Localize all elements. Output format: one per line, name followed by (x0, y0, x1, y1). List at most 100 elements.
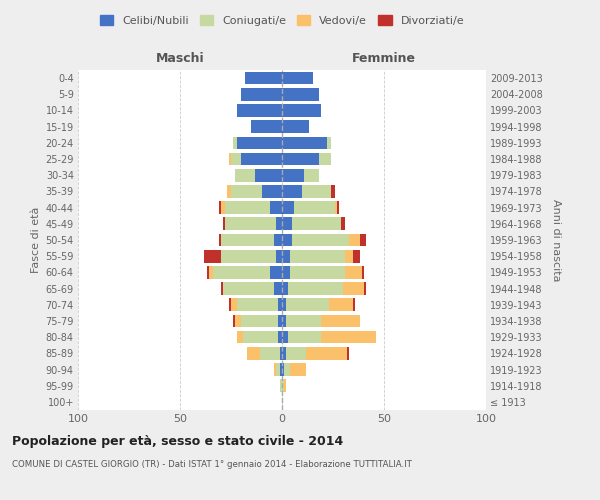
Bar (282, 136, 327, 149)
Bar (221, 250, 276, 262)
Bar (362, 266, 364, 278)
Bar (302, 185, 331, 198)
Bar (364, 282, 365, 295)
Bar (245, 72, 282, 85)
Bar (251, 120, 282, 133)
Bar (345, 266, 362, 278)
Bar (282, 282, 288, 295)
Bar (209, 266, 212, 278)
Bar (290, 250, 345, 262)
Bar (237, 136, 282, 149)
Bar (290, 363, 307, 376)
Bar (223, 282, 274, 295)
Bar (282, 169, 304, 181)
Bar (286, 347, 307, 360)
Bar (304, 169, 319, 181)
Bar (223, 218, 225, 230)
Bar (288, 331, 321, 344)
Bar (282, 88, 319, 101)
Text: COMUNE DI CASTEL GIORGIO (TR) - Dati ISTAT 1° gennaio 2014 - Elaborazione TUTTIT: COMUNE DI CASTEL GIORGIO (TR) - Dati IST… (12, 460, 412, 469)
Bar (282, 72, 313, 85)
Bar (233, 314, 235, 328)
Bar (282, 120, 308, 133)
Bar (221, 234, 274, 246)
Bar (206, 266, 209, 278)
Bar (225, 202, 270, 214)
Bar (282, 202, 294, 214)
Bar (274, 363, 276, 376)
Bar (343, 282, 364, 295)
Bar (321, 331, 376, 344)
Bar (282, 234, 292, 246)
Bar (284, 380, 286, 392)
Bar (221, 282, 223, 295)
Bar (233, 136, 237, 149)
Bar (282, 104, 321, 117)
Bar (341, 218, 345, 230)
Bar (331, 185, 335, 198)
Bar (276, 363, 280, 376)
Bar (282, 152, 319, 166)
Bar (278, 314, 282, 328)
Bar (270, 202, 282, 214)
Bar (231, 185, 262, 198)
Bar (229, 152, 231, 166)
Bar (335, 202, 337, 214)
Bar (278, 331, 282, 344)
Bar (262, 185, 282, 198)
Text: Popolazione per età, sesso e stato civile - 2014: Popolazione per età, sesso e stato civil… (12, 435, 343, 448)
Bar (227, 185, 231, 198)
Bar (219, 234, 221, 246)
Bar (353, 298, 355, 311)
Bar (237, 104, 282, 117)
Bar (280, 380, 282, 392)
Bar (243, 331, 278, 344)
Bar (327, 136, 331, 149)
Y-axis label: Anni di nascita: Anni di nascita (551, 198, 561, 281)
Bar (294, 202, 335, 214)
Bar (290, 266, 345, 278)
Bar (282, 298, 286, 311)
Bar (319, 152, 331, 166)
Bar (280, 363, 282, 376)
Bar (349, 234, 359, 246)
Bar (212, 266, 270, 278)
Bar (347, 347, 349, 360)
Bar (280, 347, 282, 360)
Bar (231, 298, 237, 311)
Bar (337, 202, 339, 214)
Bar (282, 380, 284, 392)
Bar (282, 266, 290, 278)
Legend: Celibi/Nubili, Coniugati/e, Vedovi/e, Divorziati/e: Celibi/Nubili, Coniugati/e, Vedovi/e, Di… (95, 10, 469, 30)
Bar (282, 347, 286, 360)
Bar (274, 282, 282, 295)
Bar (321, 314, 359, 328)
Bar (256, 169, 282, 181)
Bar (359, 234, 365, 246)
Bar (260, 347, 280, 360)
Bar (329, 298, 353, 311)
Bar (270, 266, 282, 278)
Bar (282, 185, 302, 198)
Bar (282, 250, 290, 262)
Bar (278, 298, 282, 311)
Bar (235, 314, 241, 328)
Bar (284, 363, 290, 376)
Bar (229, 298, 231, 311)
Bar (276, 250, 282, 262)
Bar (219, 202, 221, 214)
Bar (221, 202, 225, 214)
Bar (205, 250, 221, 262)
Bar (345, 250, 353, 262)
Bar (276, 218, 282, 230)
Y-axis label: Fasce di età: Fasce di età (31, 207, 41, 273)
Bar (282, 331, 288, 344)
Bar (237, 298, 278, 311)
Bar (307, 347, 347, 360)
Bar (237, 331, 243, 344)
Bar (274, 234, 282, 246)
Bar (282, 218, 292, 230)
Text: Maschi: Maschi (155, 52, 205, 65)
Bar (286, 298, 329, 311)
Bar (286, 314, 321, 328)
